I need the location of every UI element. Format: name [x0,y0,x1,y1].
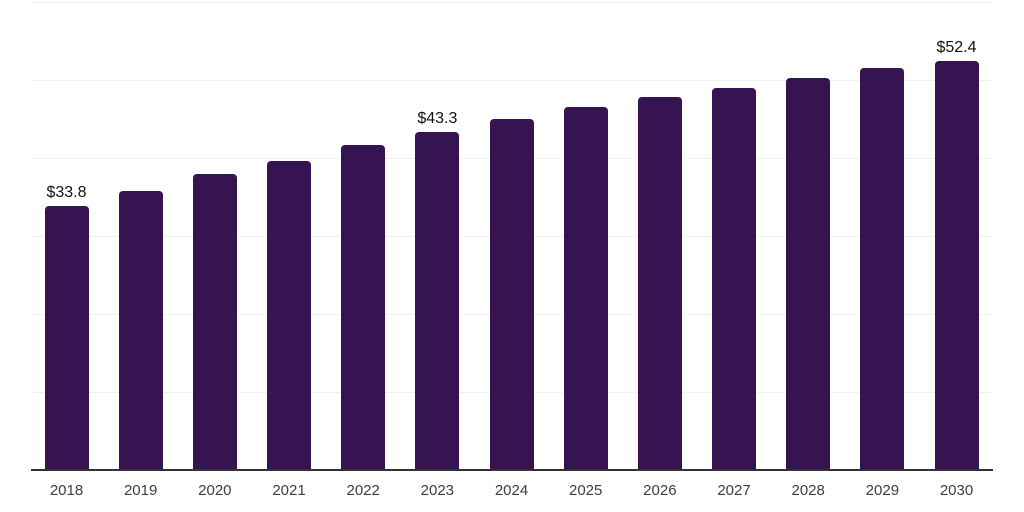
x-tick-label-2024: 2024 [494,482,529,499]
bar-2029 [860,68,905,470]
gridline-y-50 [31,80,993,81]
bar-2021 [267,161,311,470]
x-axis-line [31,469,993,471]
x-tick-label-2027: 2027 [717,482,751,499]
gridline-y-60 [31,2,993,3]
x-tick-label-2019: 2019 [123,482,158,499]
x-tick-label-2021: 2021 [272,482,306,499]
value-label-2018: $33.8 [46,184,87,202]
bar-2020 [192,174,237,470]
x-tick-label-2026: 2026 [643,482,677,499]
x-tick-label-2028: 2028 [791,482,825,499]
bar-2019 [118,190,163,470]
bar-2027 [712,87,757,470]
x-tick-label-2025: 2025 [569,482,603,499]
x-tick-label-2023: 2023 [420,482,455,499]
bar-2028 [786,77,831,470]
bar-2022 [341,144,386,470]
bar-2018 [44,206,89,470]
x-tick-label-2029: 2029 [865,482,900,499]
value-label-2023: $43.3 [417,110,458,128]
x-tick-label-2020: 2020 [198,482,232,499]
bar-2025 [563,107,608,470]
bar-2024 [489,119,534,470]
x-tick-label-2030: 2030 [939,482,974,499]
x-tick-label-2018: 2018 [49,482,84,499]
value-label-2030: $52.4 [936,39,977,57]
x-tick-label-2022: 2022 [346,482,380,499]
bar-2023 [415,132,460,470]
bar-2030 [934,61,979,470]
bar-2026 [637,97,682,470]
